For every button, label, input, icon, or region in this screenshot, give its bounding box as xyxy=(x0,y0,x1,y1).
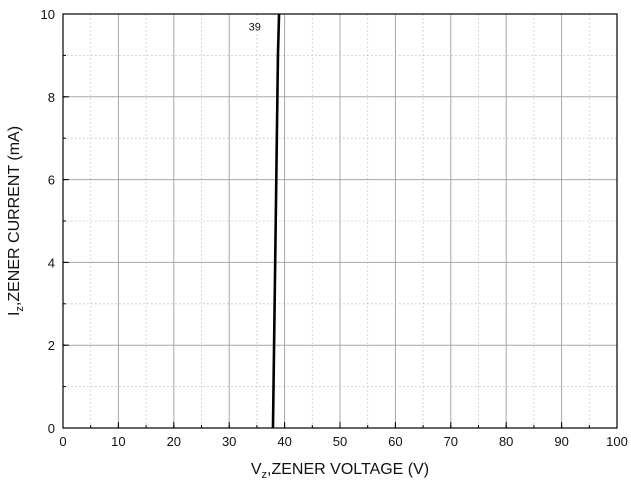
x-tick-label: 20 xyxy=(167,434,181,449)
x-tick-label: 100 xyxy=(606,434,628,449)
y-tick-label: 8 xyxy=(48,90,55,105)
x-axis-label-main: V xyxy=(251,461,262,478)
x-tick-label: 10 xyxy=(111,434,125,449)
x-tick-label: 90 xyxy=(554,434,568,449)
x-axis-label-sub: z xyxy=(262,469,268,481)
y-tick-label: 0 xyxy=(48,421,55,436)
x-tick-label: 50 xyxy=(333,434,347,449)
plot-frame xyxy=(62,13,618,429)
grid xyxy=(63,14,617,428)
annotations: 39 xyxy=(249,22,261,34)
y-tick-label: 10 xyxy=(41,7,55,22)
y-axis-label-sub: z xyxy=(14,306,26,312)
x-axis-label: Vz,ZENER VOLTAGE (V) xyxy=(251,461,429,481)
y-axis-label-main: I xyxy=(6,312,23,316)
x-tick-label: 40 xyxy=(277,434,291,449)
x-tick-label: 70 xyxy=(444,434,458,449)
curve-annotation: 39 xyxy=(249,22,261,34)
x-tick-label: 0 xyxy=(59,434,66,449)
y-tick-labels: 0 2 4 6 8 10 xyxy=(41,7,55,436)
x-axis-label-rest: ,ZENER VOLTAGE (V) xyxy=(267,461,429,478)
x-tick-labels: 0 10 20 30 40 50 60 70 80 90 100 xyxy=(59,434,627,449)
y-tick-label: 4 xyxy=(48,255,55,270)
x-tick-label: 60 xyxy=(388,434,402,449)
y-axis-label-rest: ,ZENER CURRENT (mA) xyxy=(6,126,23,306)
y-tick-label: 6 xyxy=(48,173,55,188)
series-layer xyxy=(271,13,281,429)
x-tick-label: 80 xyxy=(499,434,513,449)
x-tick-label: 30 xyxy=(222,434,236,449)
y-tick-label: 2 xyxy=(48,338,55,353)
y-axis-label: Iz,ZENER CURRENT (mA) xyxy=(6,126,26,316)
series-line xyxy=(271,13,281,429)
